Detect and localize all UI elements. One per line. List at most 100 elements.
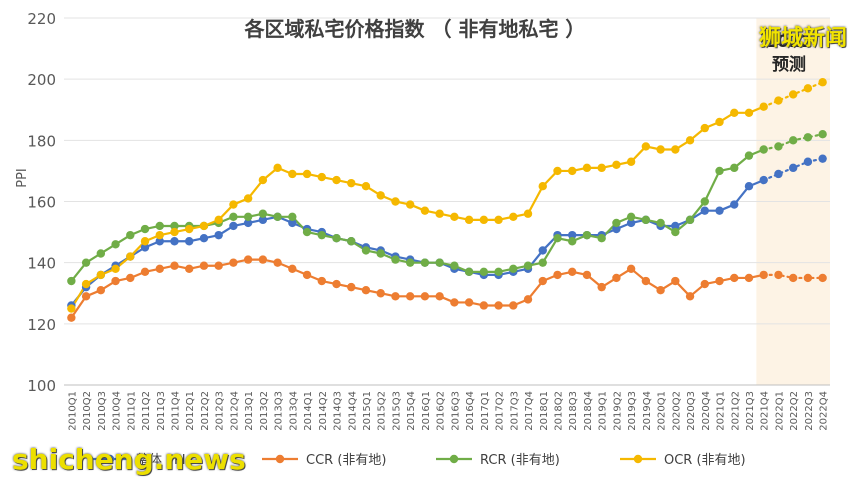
data-point	[523, 295, 533, 304]
legend-swatch-marker	[633, 454, 643, 464]
forecast-year-label: 2022	[765, 32, 812, 52]
y-tick-label: 160	[27, 194, 56, 212]
data-point	[700, 123, 709, 133]
x-tick-label: 2017Q1	[480, 391, 491, 431]
data-point	[317, 230, 326, 240]
data-point	[553, 234, 562, 243]
data-point	[376, 289, 385, 298]
data-point	[523, 209, 533, 218]
data-point	[214, 261, 223, 270]
data-point	[347, 282, 356, 292]
data-point	[494, 267, 503, 277]
legend-swatch-marker	[105, 454, 115, 464]
data-point	[597, 234, 606, 243]
data-point	[288, 212, 297, 221]
data-point	[405, 258, 415, 267]
x-tick-label: 2022Q4	[819, 391, 830, 431]
x-tick-label: 2020Q2	[671, 391, 682, 431]
x-tick-label: 2018Q2	[553, 391, 564, 431]
data-point	[671, 145, 680, 154]
y-tick-label: 120	[27, 316, 56, 334]
y-tick-label: 220	[27, 10, 56, 28]
data-point	[170, 221, 179, 231]
data-point	[332, 175, 341, 185]
data-point	[288, 218, 297, 228]
data-point	[818, 78, 827, 87]
data-point	[81, 258, 91, 267]
data-point	[317, 276, 326, 286]
data-point	[730, 200, 739, 209]
data-point	[273, 212, 282, 221]
x-tick-label: 2011Q1	[126, 391, 137, 431]
data-point	[126, 273, 135, 283]
series-lines	[70, 81, 824, 319]
data-point	[626, 157, 636, 166]
data-point	[332, 234, 341, 243]
x-tick-label: 2010Q2	[82, 391, 93, 431]
chart-title: 各区域私宅价格指数 （ 非有地私宅 ）	[244, 17, 586, 41]
data-point	[715, 206, 724, 215]
data-point	[715, 276, 724, 286]
x-tick-label: 2021Q4	[760, 391, 771, 431]
x-tick-label: 2022Q2	[789, 391, 800, 431]
x-tick-label: 2011Q3	[156, 391, 167, 431]
x-tick-label: 2021Q2	[730, 391, 741, 431]
data-point	[464, 298, 474, 307]
x-tick-label: 2016Q2	[436, 391, 447, 431]
data-point	[479, 301, 489, 310]
data-point	[229, 212, 238, 221]
data-point	[818, 154, 827, 163]
x-tick-label: 2019Q4	[642, 391, 653, 431]
data-point	[258, 175, 268, 185]
data-point	[185, 264, 194, 273]
data-point	[538, 182, 547, 191]
x-tick-label: 2012Q3	[215, 391, 226, 431]
x-tick-label: 2011Q4	[170, 391, 181, 431]
data-point	[671, 227, 680, 237]
data-point	[332, 279, 341, 289]
x-tick-label: 2010Q1	[67, 391, 78, 431]
x-tick-label: 2014Q1	[303, 391, 314, 431]
x-tick-label: 2013Q3	[274, 391, 285, 431]
x-tick-label: 2021Q3	[745, 391, 756, 431]
x-tick-label: 2020Q4	[701, 391, 712, 431]
data-point	[685, 292, 695, 301]
data-point	[140, 267, 150, 277]
data-point	[81, 279, 91, 289]
data-point	[759, 270, 768, 280]
data-point	[405, 200, 415, 209]
data-point	[361, 182, 371, 191]
data-point	[67, 304, 76, 313]
watermark-logo-text: 狮城新闻	[758, 26, 847, 51]
data-point	[538, 258, 547, 267]
watermark-site: shicheng.news	[12, 443, 246, 476]
data-point	[479, 267, 489, 277]
data-point	[641, 142, 651, 151]
data-point	[376, 191, 385, 200]
data-point	[96, 270, 106, 280]
data-point	[302, 270, 312, 280]
data-point	[111, 276, 120, 286]
data-point	[347, 178, 356, 188]
x-tick-label: 2016Q1	[421, 391, 432, 431]
y-tick-label: 140	[27, 255, 56, 273]
data-point	[759, 102, 768, 111]
x-tick-label: 2021Q1	[716, 391, 727, 431]
data-point	[170, 227, 179, 237]
data-point	[67, 276, 76, 286]
x-tick-label: 2022Q1	[774, 391, 785, 431]
x-tick-label: 2019Q2	[612, 391, 623, 431]
data-point	[744, 273, 754, 283]
data-point	[229, 200, 238, 209]
data-point	[111, 264, 120, 273]
data-point	[464, 267, 474, 277]
legend-label: 整体 PPI	[136, 453, 186, 468]
y-tick-label: 180	[27, 132, 56, 150]
data-point	[715, 117, 724, 127]
data-point	[361, 246, 371, 255]
data-point	[185, 237, 194, 246]
data-point	[568, 237, 577, 246]
data-point	[243, 255, 253, 264]
data-point	[700, 197, 709, 206]
data-point	[288, 264, 297, 273]
